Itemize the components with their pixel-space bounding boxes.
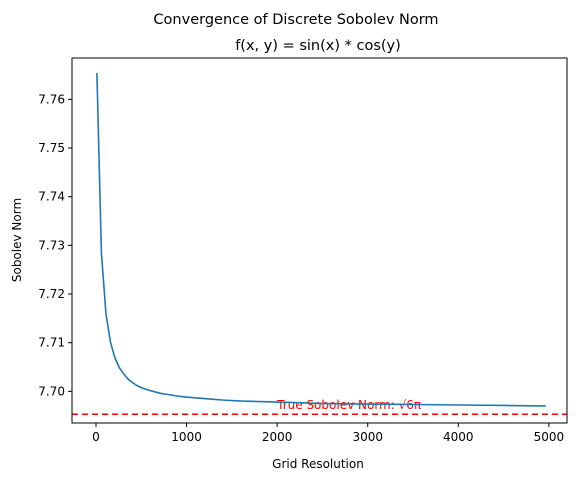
y-axis-label: Sobolev Norm [10, 198, 24, 282]
y-tick-label: 7.70 [38, 384, 65, 398]
y-tick-label: 7.72 [38, 287, 65, 301]
reference-label: True Sobolev Norm: √6π [276, 398, 421, 412]
y-tick-label: 7.76 [38, 92, 65, 106]
chart-subtitle: f(x, y) = sin(x) * cos(y) [235, 38, 401, 54]
x-tick-label: 3000 [352, 430, 383, 444]
x-tick-label: 0 [92, 430, 100, 444]
y-tick-label: 7.71 [38, 336, 65, 350]
y-tick-label: 7.75 [38, 141, 65, 155]
x-axis-label: Grid Resolution [272, 457, 364, 471]
series-line [96, 72, 547, 407]
x-tick-label: 1000 [171, 430, 202, 444]
plot-frame [71, 57, 568, 424]
y-tick-label: 7.73 [38, 238, 65, 252]
x-tick-label: 4000 [443, 430, 474, 444]
x-tick-label: 5000 [534, 430, 565, 444]
x-tick-label: 2000 [262, 430, 293, 444]
chart-title: Convergence of Discrete Sobolev Norm [153, 12, 438, 28]
y-tick-label: 7.74 [38, 190, 65, 204]
